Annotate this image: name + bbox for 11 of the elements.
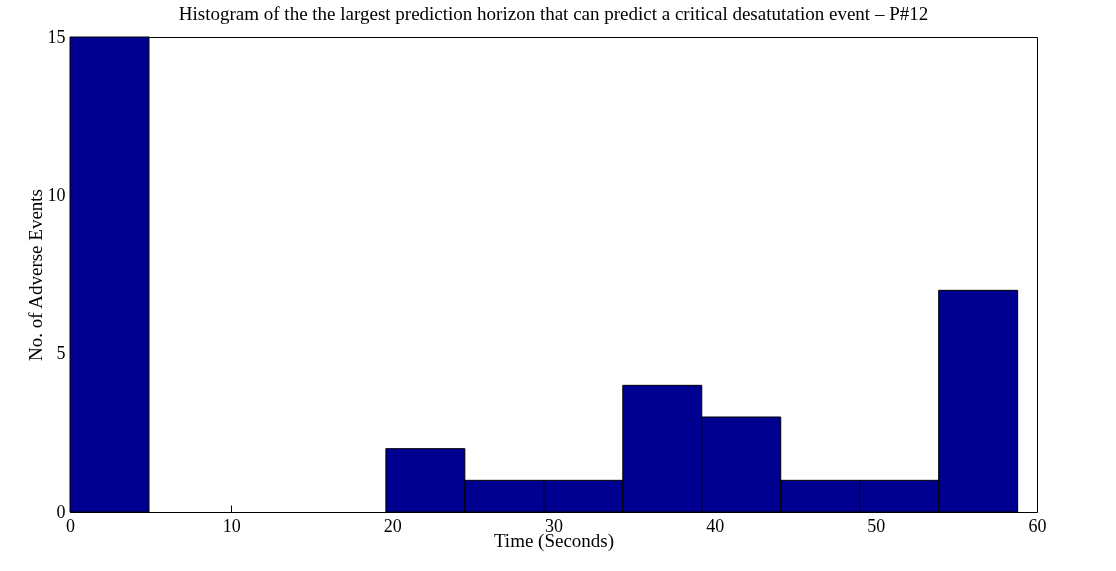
x-tick-label: 60 — [1028, 515, 1047, 536]
y-tick-label: 5 — [56, 343, 66, 364]
x-tick-label: 50 — [867, 515, 886, 536]
y-tick-label: 10 — [47, 184, 66, 205]
x-tick-label: 20 — [383, 515, 402, 536]
y-axis-title: No. of Adverse Events — [24, 188, 46, 362]
y-tick-label: 0 — [56, 501, 66, 522]
x-tick-label: 10 — [222, 515, 241, 536]
chart-title: Histogram of the the largest prediction horizon that can predict a critical desatutation event – P#12 — [178, 3, 929, 24]
y-tick-label: 15 — [47, 26, 66, 47]
x-tick-label: 40 — [706, 515, 725, 536]
